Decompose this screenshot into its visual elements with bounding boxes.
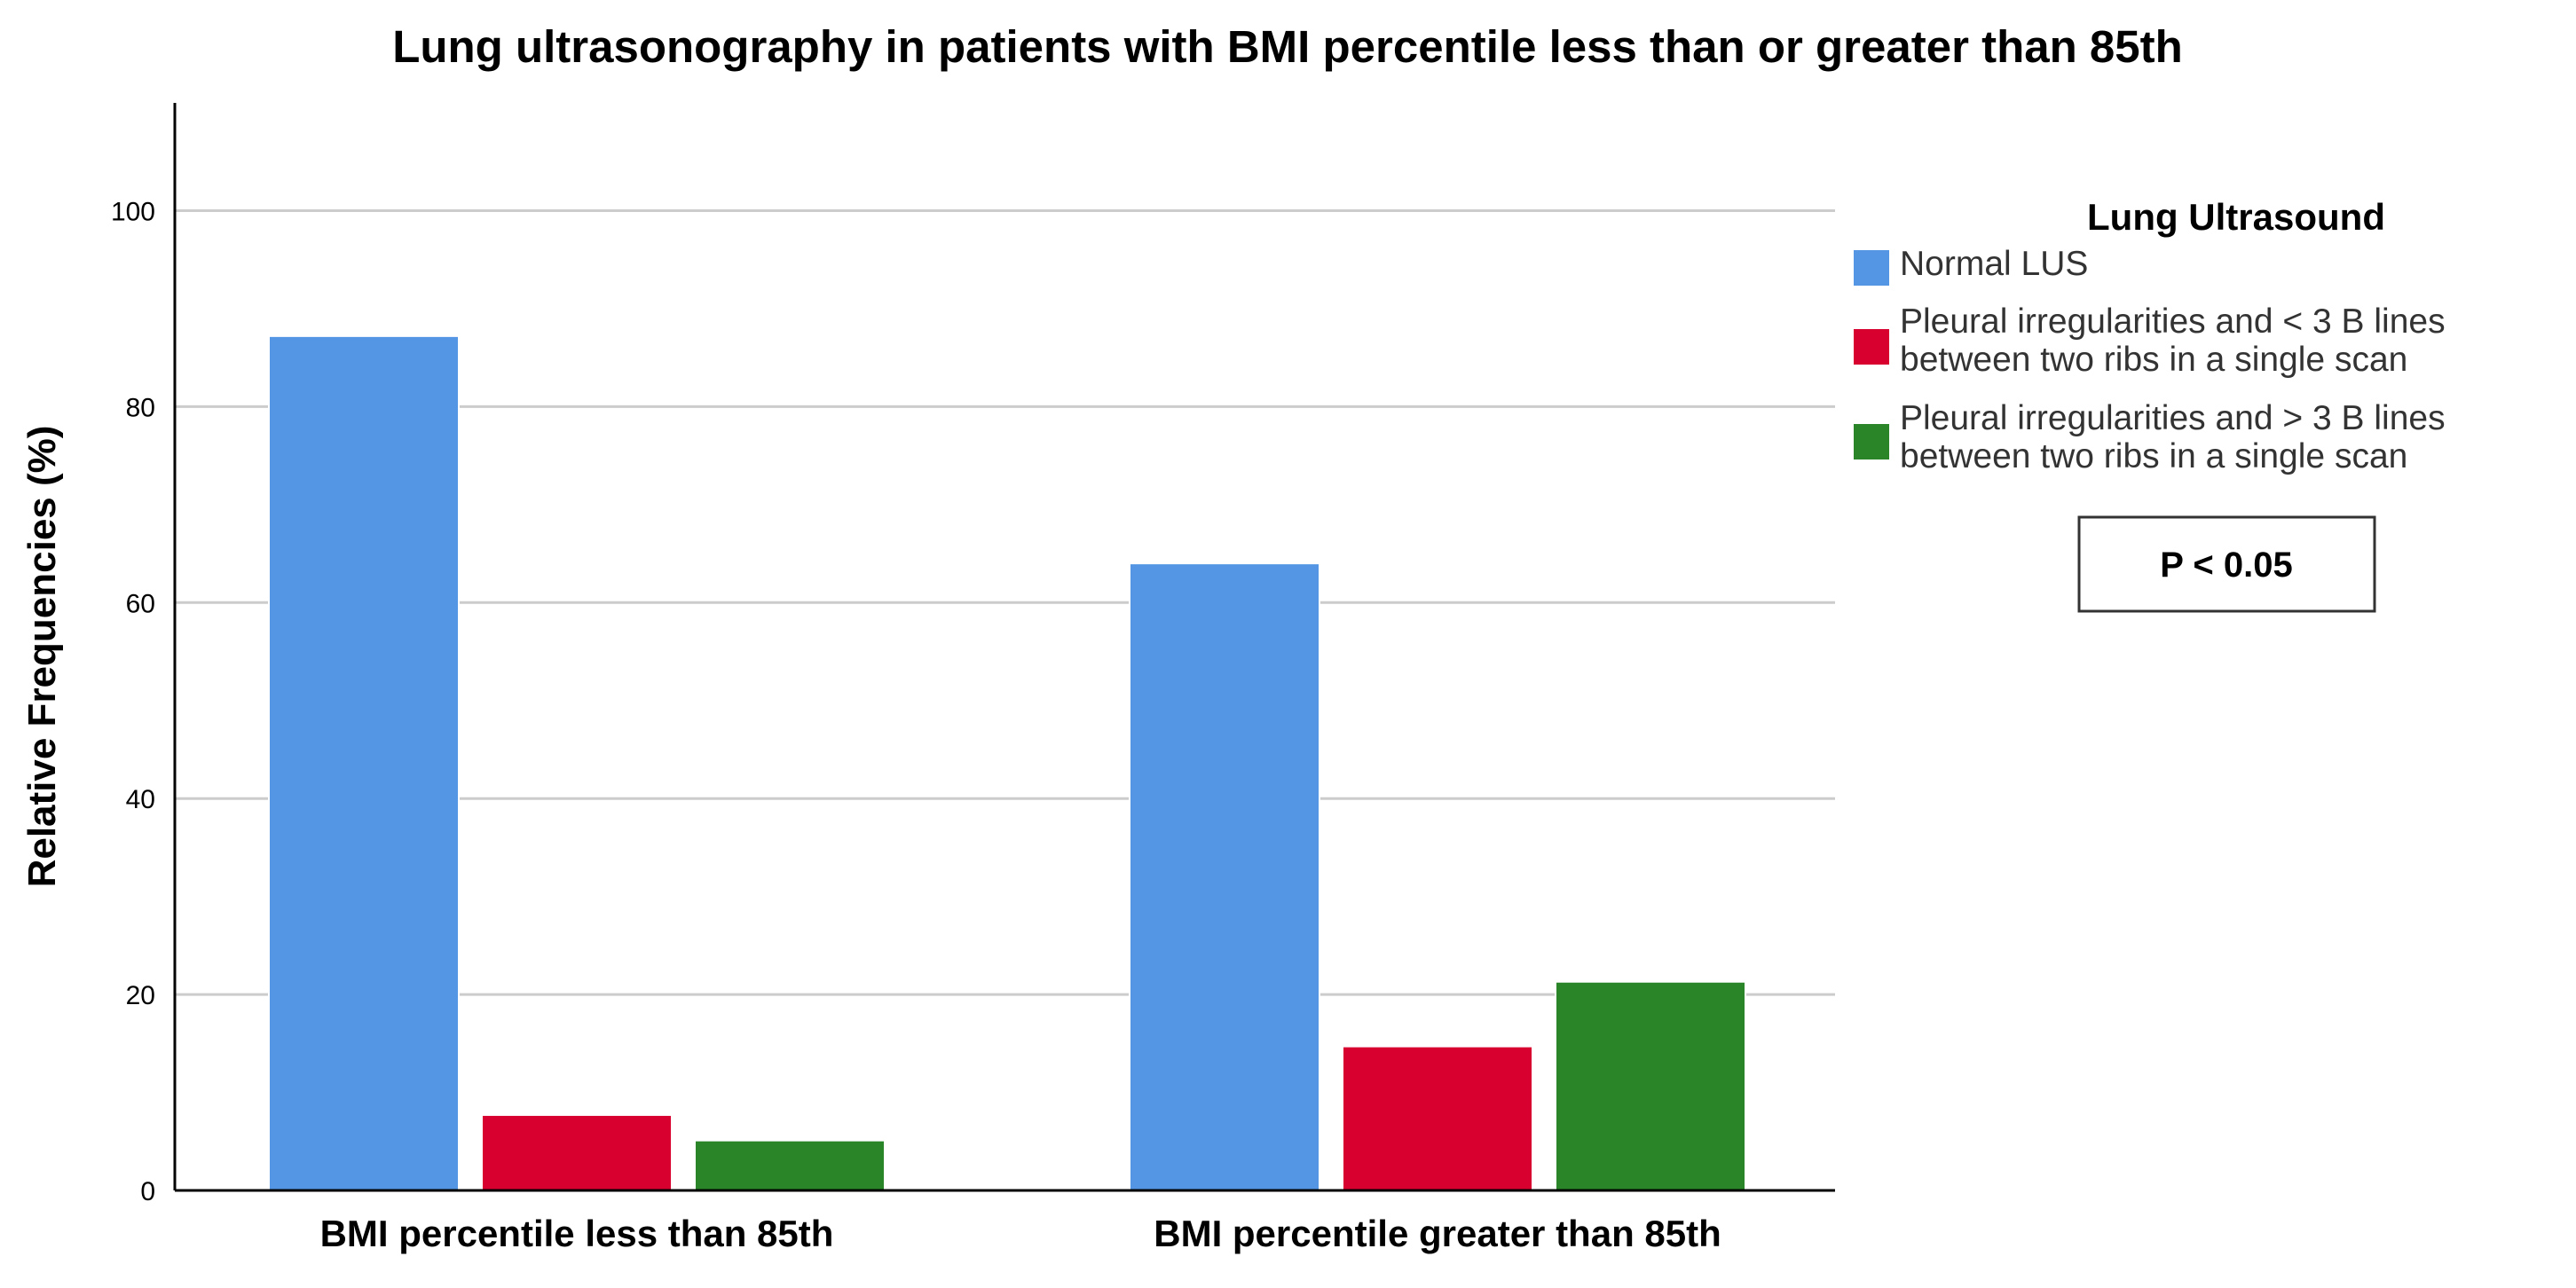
y-tick-label: 100 xyxy=(111,197,155,226)
y-tick-label: 0 xyxy=(140,1177,155,1206)
category-label: BMI percentile less than 85th xyxy=(320,1213,834,1254)
axes xyxy=(173,103,1835,1192)
y-tick-label: 20 xyxy=(126,981,155,1010)
legend-label-2: Pleural irregularities and < 3 B lines xyxy=(1900,302,2446,341)
bar-1-2 xyxy=(1129,562,1320,1191)
legend-label-3: between two ribs in a single scan xyxy=(1900,437,2407,475)
p-value-annotation: P < 0.05 xyxy=(2077,515,2376,613)
chart-title: Lung ultrasonography in patients with BM… xyxy=(392,21,2183,72)
bar-2-2 xyxy=(1342,1045,1533,1191)
legend-label-1: Normal LUS xyxy=(1900,245,2088,283)
bars xyxy=(268,334,1746,1192)
legend-label-2: between two ribs in a single scan xyxy=(1900,341,2407,379)
legend-title: Lung Ultrasound xyxy=(2087,196,2385,238)
y-tick-label: 40 xyxy=(126,785,155,814)
legend-swatch-2 xyxy=(1854,329,1889,365)
y-tick-label: 60 xyxy=(126,589,155,618)
p-value-text: P < 0.05 xyxy=(2160,546,2292,585)
legend: Lung Ultrasound Normal LUS Pleural irregu… xyxy=(1854,196,2446,475)
bar-1-1 xyxy=(268,334,460,1191)
legend-label-3: Pleural irregularities and > 3 B lines xyxy=(1900,399,2446,437)
category-labels: BMI percentile less than 85th BMI percent… xyxy=(320,1213,1721,1254)
p-value-frame xyxy=(2077,515,2376,613)
y-tick-label: 80 xyxy=(126,393,155,422)
legend-items: Normal LUS Pleural irregularities and < 3… xyxy=(1854,245,2446,475)
legend-swatch-3 xyxy=(1854,424,1889,459)
category-label: BMI percentile greater than 85th xyxy=(1154,1213,1721,1254)
legend-swatch-1 xyxy=(1854,250,1889,286)
bar-3-2 xyxy=(1555,980,1746,1192)
bar-2-1 xyxy=(481,1113,673,1191)
y-tick-labels: 0 20 40 60 80 100 xyxy=(111,197,155,1206)
y-axis-label: Relative Frequencies (%) xyxy=(20,426,64,888)
bar-3-1 xyxy=(694,1139,886,1192)
